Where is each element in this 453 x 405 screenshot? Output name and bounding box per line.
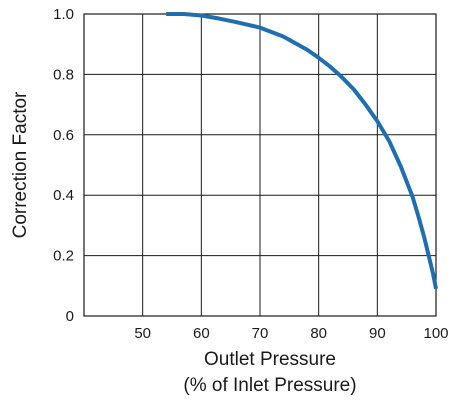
x-tick-label: 100: [423, 325, 448, 342]
y-tick-label: 0.2: [53, 248, 74, 265]
x-axis-title-line-2: (% of Inlet Pressure): [183, 375, 356, 396]
x-tick-label: 70: [252, 325, 269, 342]
y-tick-label: 1.0: [53, 6, 74, 23]
y-tick-labels: 0 0.2 0.4 0.6 0.8 1.0: [53, 6, 74, 325]
plot-frame: [83, 13, 437, 317]
x-tick-labels: 50 60 70 80 90 100: [134, 325, 448, 342]
y-tick-label: 0.8: [53, 66, 74, 83]
x-tick-label: 80: [310, 325, 327, 342]
y-tick-label: 0.6: [53, 127, 74, 144]
x-tick-label: 50: [134, 325, 151, 342]
x-axis-title-line-1: Outlet Pressure: [204, 349, 336, 370]
y-tick-label: 0.4: [53, 187, 74, 204]
series-line: [166, 12, 438, 290]
grid: [84, 13, 437, 317]
y-tick-label: 0: [66, 308, 74, 325]
y-axis-title: Correction Factor: [10, 91, 31, 238]
x-tick-label: 90: [369, 325, 386, 342]
x-tick-label: 60: [193, 325, 210, 342]
series-layer: [166, 12, 438, 290]
